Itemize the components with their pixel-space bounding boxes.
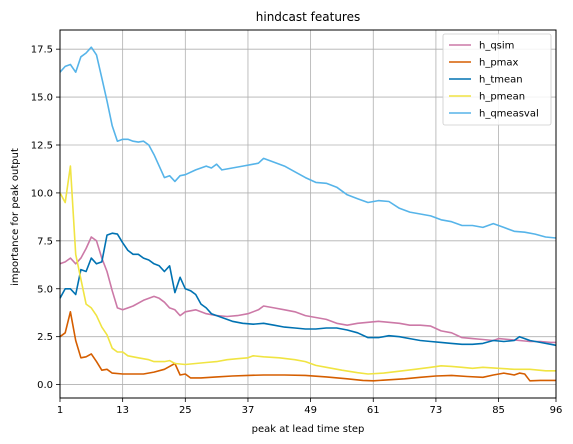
y-tick-label: 2.5: [37, 332, 53, 343]
x-tick-label: 73: [430, 405, 443, 416]
x-axis: 1 13 25 37 49 61 73 85 96: [57, 398, 563, 416]
x-tick-label: 96: [550, 405, 563, 416]
legend-label: h_qsim: [479, 41, 514, 52]
y-axis-label: importance for peak output: [10, 148, 21, 286]
y-tick-label: 17.5: [31, 45, 53, 56]
legend-label: h_pmax: [479, 58, 519, 69]
series-line-h-pmax: [60, 312, 556, 381]
x-axis-label: peak at lead time step: [252, 424, 365, 435]
x-tick-label: 61: [367, 405, 380, 416]
legend: h_qsim h_pmax h_tmean h_pmean h_qmeasval: [443, 34, 551, 125]
x-tick-label: 49: [304, 405, 317, 416]
x-tick-label: 85: [492, 405, 505, 416]
chart-title: hindcast features: [256, 10, 360, 24]
y-tick-label: 15.0: [31, 93, 53, 104]
y-tick-label: 10.0: [31, 188, 53, 199]
series-line-h-tmean: [60, 233, 556, 345]
legend-label: h_qmeasval: [479, 109, 539, 120]
series-line-h-qsim: [60, 237, 556, 342]
legend-label: h_tmean: [479, 75, 523, 86]
x-tick-label: 37: [242, 405, 255, 416]
y-tick-label: 12.5: [31, 141, 53, 152]
legend-label: h_pmean: [479, 92, 525, 103]
x-tick-label: 25: [179, 405, 192, 416]
x-tick-label: 1: [57, 405, 63, 416]
x-tick-label: 13: [116, 405, 129, 416]
y-tick-label: 7.5: [37, 236, 53, 247]
y-tick-label: 0.0: [37, 380, 53, 391]
y-tick-label: 5.0: [37, 284, 53, 295]
y-axis: 0.0 2.5 5.0 7.5 10.0 12.5 15.0 17.5: [31, 45, 60, 391]
